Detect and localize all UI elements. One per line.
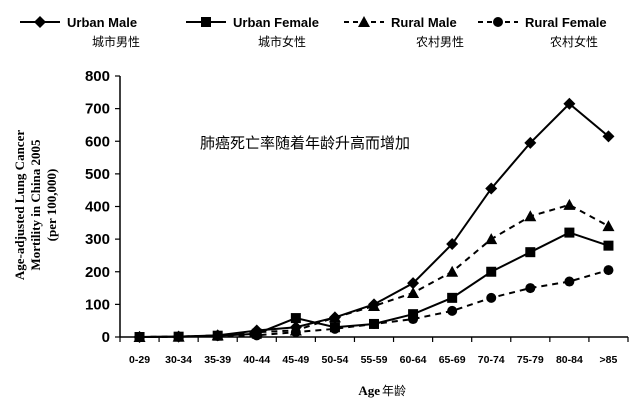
y-tick-label: 400: [85, 199, 110, 216]
legend-label-zh: 农村男性: [416, 35, 464, 49]
x-tick-label: 65-69: [439, 354, 466, 366]
data-point: [368, 300, 380, 312]
legend-label: Urban Male: [67, 15, 137, 30]
x-tick-label: 45-49: [282, 354, 309, 366]
x-tick-label: 55-59: [361, 354, 388, 366]
x-tick-label: 75-79: [517, 354, 544, 366]
y-axis-title-line: (per 100,000): [44, 169, 59, 242]
x-axis-title: Age: [358, 383, 380, 398]
x-axis-title-zh: 年龄: [382, 384, 406, 398]
legend-marker: [358, 16, 370, 27]
series-group: [133, 97, 615, 343]
legend-label: Rural Female: [525, 15, 607, 30]
data-point: [603, 265, 614, 276]
x-tick-label: 0-29: [129, 354, 150, 366]
y-axis-title-line: Age-adjusted Lung Cancer: [12, 130, 27, 280]
legend-label-zh: 城市女性: [258, 34, 306, 49]
data-point: [485, 182, 498, 195]
data-point: [602, 220, 615, 232]
legend-marker: [201, 17, 211, 27]
series-rural-female: [134, 265, 614, 342]
data-point: [563, 97, 576, 110]
series-line: [139, 203, 609, 338]
data-point: [328, 311, 341, 323]
y-tick-label: 500: [85, 166, 110, 183]
data-point: [134, 332, 145, 342]
x-tick-label: 80-84: [556, 354, 583, 366]
data-point: [602, 130, 615, 143]
data-point: [212, 331, 223, 342]
y-tick-label: 200: [85, 264, 110, 281]
y-axis-title-line: Mortility in China 2005: [28, 139, 43, 271]
data-point: [447, 305, 458, 316]
data-point: [564, 276, 575, 287]
data-point: [563, 198, 576, 210]
data-point: [486, 266, 497, 277]
axes: 0 100 200 300 400 500 600 700 800 0-29 30-34 35-39 4…: [85, 68, 629, 366]
data-point: [446, 265, 459, 277]
data-point: [407, 277, 420, 290]
legend-item: Rural Male 农村男性: [344, 15, 464, 49]
data-point: [486, 292, 497, 303]
legend-item: Urban Male 城市男性: [20, 15, 140, 49]
legend-marker: [493, 17, 503, 27]
data-point: [407, 286, 420, 298]
legend-label: Rural Male: [391, 15, 457, 30]
x-tick-label: 50-54: [321, 354, 348, 366]
y-tick-label: 100: [85, 296, 110, 313]
x-tick-label: 70-74: [478, 354, 505, 366]
legend: Urban Male 城市男性 Urban Female 城市女性 Rural Male…: [20, 15, 607, 49]
legend-label-zh: 城市男性: [92, 34, 140, 49]
data-point: [329, 323, 340, 334]
y-tick-label: 600: [85, 133, 110, 150]
x-tick-label: 35-39: [204, 354, 231, 366]
legend-item: Rural Female 农村女性: [478, 15, 607, 49]
y-tick-label: 300: [85, 231, 110, 248]
legend-label-zh: 农村女性: [550, 34, 598, 49]
data-point: [524, 136, 537, 149]
data-point: [564, 227, 575, 238]
data-point: [290, 327, 301, 338]
data-point: [485, 233, 498, 245]
x-tick-label: 30-34: [165, 354, 192, 366]
y-tick-label: 0: [102, 329, 110, 346]
data-point: [408, 314, 419, 325]
data-point: [525, 247, 536, 258]
data-point: [524, 210, 537, 222]
legend-label: Urban Female: [233, 15, 319, 30]
data-point: [173, 331, 184, 342]
data-point: [447, 292, 458, 303]
legend-item: Urban Female 城市女性: [186, 15, 319, 49]
data-point: [525, 283, 536, 294]
data-point: [603, 240, 614, 251]
y-tick-label: 800: [85, 68, 110, 85]
legend-marker: [34, 16, 46, 28]
x-tick-label: 40-44: [243, 354, 270, 366]
x-tick-label: >85: [600, 354, 618, 366]
chart-annotation: 肺癌死亡率随着年龄升高而增加: [200, 134, 410, 152]
data-point: [446, 238, 459, 251]
data-point: [251, 330, 262, 341]
y-axis-title: Age-adjusted Lung Cancer Mortility in Chi…: [12, 130, 59, 280]
data-point: [290, 313, 301, 324]
data-point: [369, 318, 379, 329]
x-tick-label: 60-64: [400, 354, 427, 366]
y-tick-label: 700: [85, 101, 110, 118]
